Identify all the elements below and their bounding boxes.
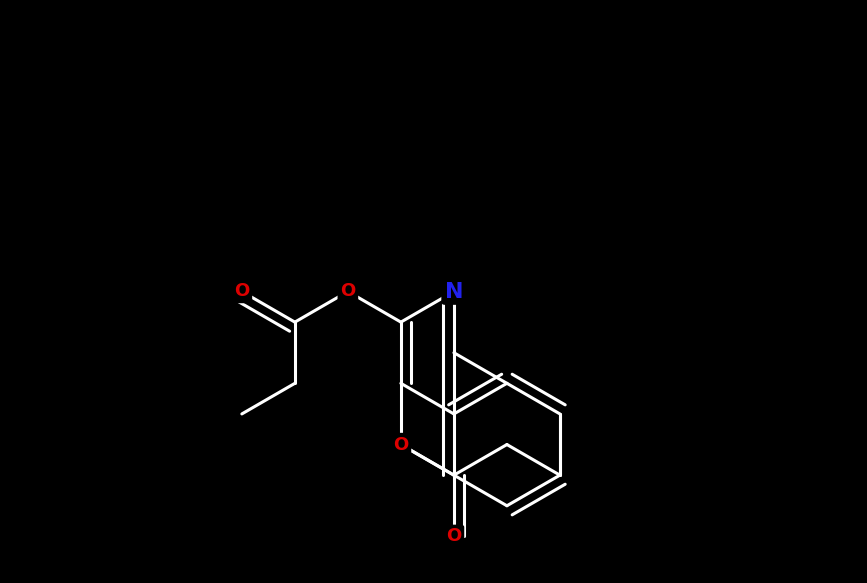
- Text: N: N: [445, 282, 463, 301]
- Text: O: O: [394, 436, 408, 454]
- Text: O: O: [234, 283, 250, 300]
- Text: O: O: [340, 283, 355, 300]
- Text: O: O: [447, 528, 461, 545]
